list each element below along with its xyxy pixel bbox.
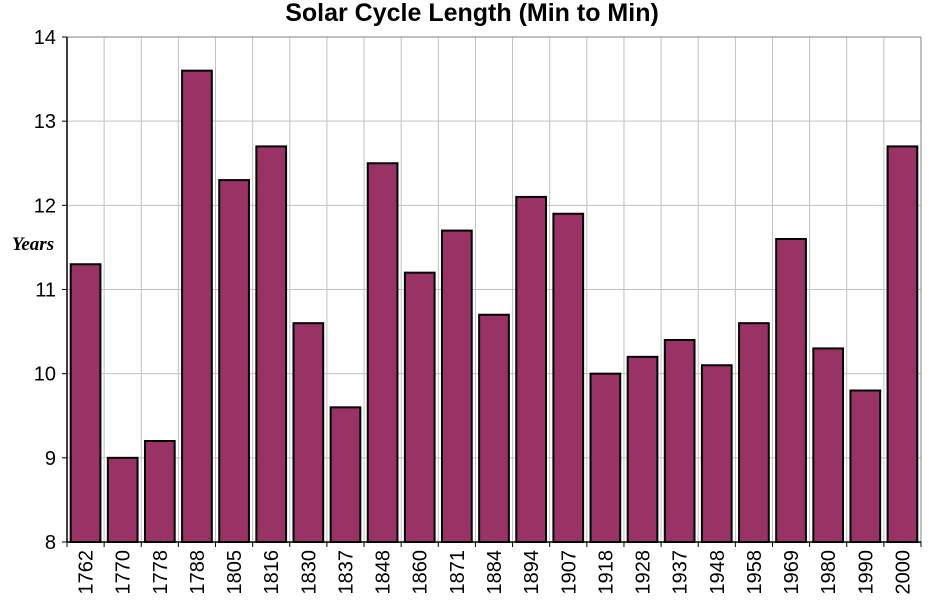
x-tick-label: 1871: [447, 550, 469, 595]
bar-1958: [738, 322, 770, 543]
x-tick-label: 1928: [633, 550, 655, 595]
x-tick-label: 2000: [892, 550, 914, 595]
bar-2000: [886, 145, 919, 544]
x-tick-label: 1958: [744, 550, 766, 595]
axes: [62, 36, 922, 547]
y-tick-label: 13: [34, 111, 56, 133]
bar-1990: [849, 389, 882, 543]
bar-1816: [255, 145, 288, 544]
bar-1871: [441, 229, 473, 543]
x-tick-label: 1948: [707, 550, 729, 595]
bar-1918: [589, 372, 622, 543]
x-tick-label: 1884: [484, 550, 506, 595]
bar-1894: [515, 195, 547, 544]
x-tick-label: 1894: [521, 550, 543, 595]
x-tick-label: 1907: [558, 550, 580, 595]
bar-1980: [812, 347, 845, 543]
bar-1830: [292, 322, 325, 543]
y-tick-label: 10: [34, 364, 56, 386]
y-tick-label: 9: [45, 448, 56, 470]
bar-1907: [552, 212, 585, 543]
y-tick-label: 11: [35, 280, 56, 302]
x-tick-label: 1980: [818, 550, 840, 595]
y-tick-label: 12: [34, 195, 56, 217]
bar-1770: [106, 456, 139, 544]
y-tick-label: 14: [34, 27, 56, 49]
bar-1969: [775, 238, 807, 543]
bar-1937: [663, 339, 696, 543]
bar-1762: [69, 263, 102, 543]
bar-1788: [181, 69, 213, 544]
x-tick-label: 1860: [410, 550, 432, 595]
bar-1848: [366, 162, 399, 543]
x-tick-label: 1969: [781, 550, 803, 595]
bars: [69, 69, 919, 544]
grid-lines: [67, 36, 922, 542]
x-tick-label: 1805: [224, 550, 246, 595]
x-tick-label: 1918: [595, 550, 617, 595]
bar-1928: [626, 355, 659, 544]
x-tick-label: 1770: [113, 550, 135, 595]
bar-1805: [218, 179, 250, 543]
x-tick-label: 1990: [855, 550, 877, 595]
bar-1884: [478, 313, 510, 543]
x-tick-label: 1762: [76, 550, 98, 595]
x-tick-labels: 1762 1770 1778 1788 1805 1816 1830 1837 1848 1860…: [76, 550, 915, 595]
bar-1860: [403, 271, 436, 543]
bar-1778: [143, 440, 176, 543]
y-axis-label: Years: [12, 234, 54, 255]
x-tick-label: 1837: [335, 550, 357, 595]
y-tick-labels: 8 9 10 11 12 13 14: [34, 27, 56, 554]
x-tick-label: 1778: [150, 550, 172, 595]
y-tick-label: 8: [45, 532, 56, 554]
x-tick-label: 1788: [187, 550, 209, 595]
x-tick-label: 1937: [670, 550, 692, 595]
chart-title: Solar Cycle Length (Min to Min): [285, 0, 659, 27]
bar-1948: [700, 364, 733, 543]
x-tick-label: 1848: [373, 550, 395, 595]
bar-1837: [329, 406, 362, 544]
x-tick-label: 1830: [298, 550, 320, 595]
x-tick-label: 1816: [261, 550, 283, 595]
